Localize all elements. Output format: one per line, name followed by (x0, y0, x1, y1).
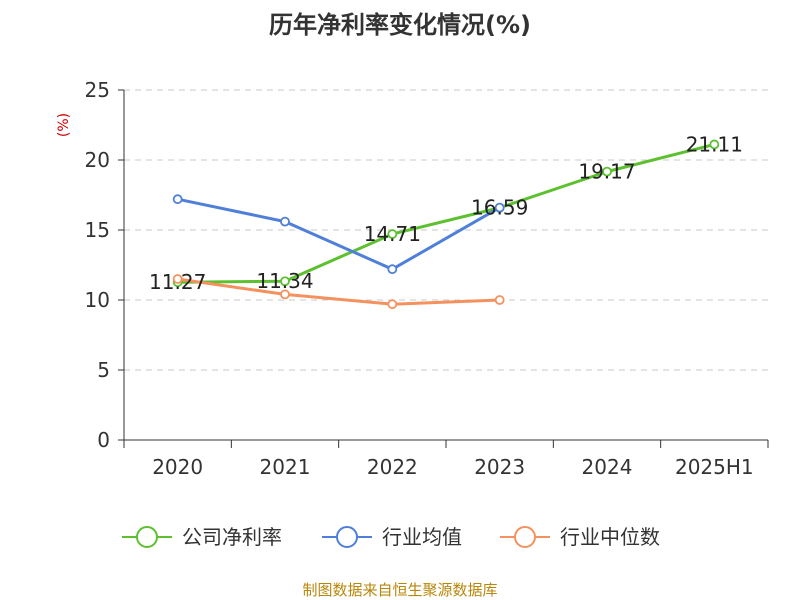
data-point (280, 216, 290, 227)
series-line-3 (177, 277, 500, 306)
data-point (494, 202, 505, 213)
data-labels: 11.27 11.34 14.71 16.59 19.17 21.11 (149, 132, 743, 294)
chart-title: 历年净利率变化情况(%) (269, 11, 531, 39)
legend-item-2[interactable]: 行业均值 (322, 525, 462, 549)
y-tick-label: 15 (85, 218, 110, 242)
data-point (280, 276, 290, 287)
series-line-2 (177, 197, 501, 271)
y-tick-label: 25 (85, 78, 110, 102)
data-point (280, 289, 290, 300)
data-label: 11.27 (149, 270, 206, 294)
series-line-1 (177, 143, 715, 284)
data-point (494, 295, 505, 305)
y-tick-label: 5 (97, 358, 110, 382)
legend-item-3[interactable]: 行业中位数 (500, 525, 660, 549)
y-tick-label: 0 (97, 428, 110, 452)
data-point (387, 264, 398, 275)
source-note: 制图数据来自恒生聚源数据库 (302, 581, 497, 599)
data-point (387, 299, 398, 310)
x-tick-label: 2022 (367, 455, 418, 479)
data-point (387, 229, 398, 239)
x-tick-label: 2020 (152, 455, 203, 479)
legend-label: 公司净利率 (182, 525, 282, 549)
legend-item-1[interactable]: 公司净利率 (122, 525, 282, 549)
data-point (709, 139, 720, 150)
x-tick-label: 2023 (474, 455, 525, 479)
x-tick-label: 2021 (260, 455, 311, 479)
series-group (172, 139, 720, 310)
x-tick-label: 2024 (582, 455, 633, 479)
y-axis-unit-label: (%) (56, 113, 72, 137)
data-label: 21.11 (686, 132, 743, 156)
legend-marker-icon (514, 526, 536, 548)
data-point (602, 166, 612, 177)
legend[interactable]: 公司净利率 行业均值 行业中位数 (122, 525, 660, 549)
legend-marker-icon (336, 526, 358, 548)
data-label: 11.34 (256, 269, 313, 293)
legend-label: 行业均值 (382, 525, 462, 549)
gridlines (124, 89, 768, 371)
data-point (172, 274, 183, 284)
legend-marker-icon (136, 526, 158, 548)
y-tick-label: 10 (85, 288, 110, 312)
y-tick-label: 20 (85, 148, 110, 172)
axes: 0 5 10 15 20 25 2020 2021 2022 2023 2024 2025H1 (85, 78, 769, 479)
data-point (172, 194, 183, 205)
x-tick-label: 2025H1 (675, 455, 754, 479)
data-label: 19.17 (578, 160, 635, 184)
data-label: 16.59 (471, 196, 528, 220)
data-label: 14.71 (364, 222, 421, 246)
legend-label: 行业中位数 (560, 525, 660, 549)
